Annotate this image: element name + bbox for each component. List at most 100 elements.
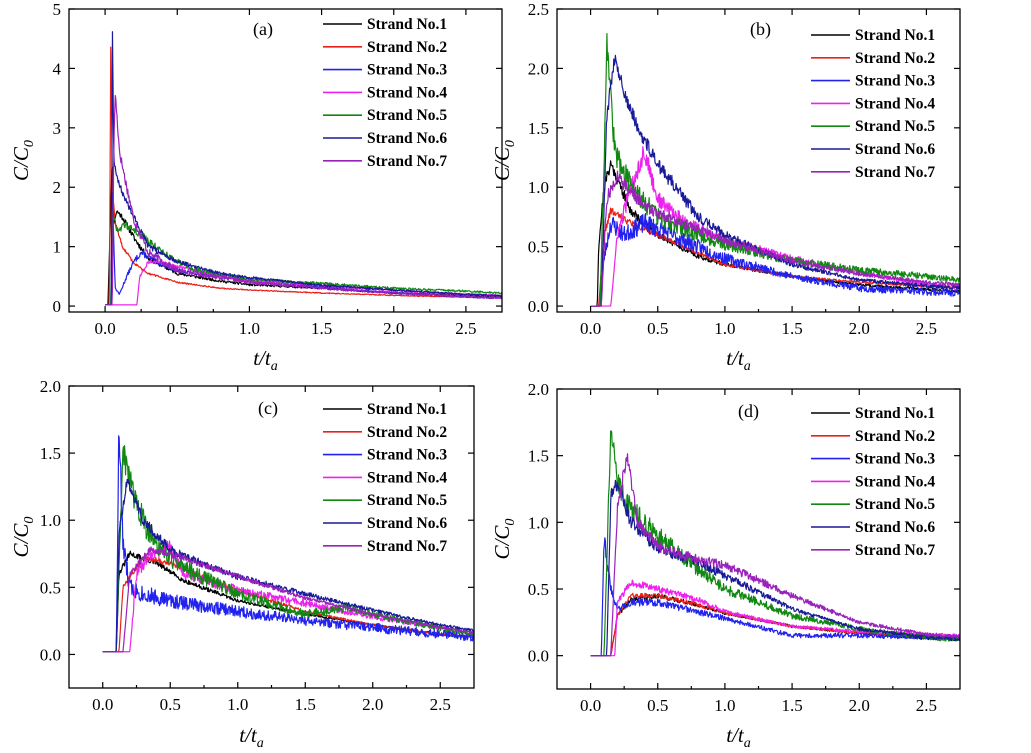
y-axis-title: C/C0 [9, 517, 37, 558]
y-tick-label: 1.0 [528, 513, 549, 532]
legend-label: Strand No.7 [855, 542, 935, 559]
panel-c: 0.0 0.5 1.0 1.5 2.0 2.5 0.0 0.5 1.0 1.5 2.0 C/C0 t/t… [9, 377, 475, 751]
y-tick-label: 3 [53, 119, 62, 138]
legend-label: Strand No.6 [367, 130, 447, 147]
y-axis-title: C/C0 [9, 140, 37, 181]
legend-label: Strand No.4 [367, 84, 447, 101]
legend-label: Strand No.5 [367, 492, 447, 509]
x-axis-title: t/ta [726, 346, 751, 374]
x-tick-label: 1.0 [714, 319, 735, 338]
series-group [105, 31, 502, 306]
x-axis-title: t/ta [253, 346, 278, 374]
y-tick-label: 2.5 [528, 0, 549, 19]
x-axis-title: t/ta [239, 723, 264, 751]
x-tick-label: 1.0 [714, 696, 735, 715]
legend-label: Strand No.2 [367, 424, 447, 441]
legend: Strand No.1 Strand No.2 Strand No.3 Strand … [323, 16, 447, 170]
x-axis-title: t/ta [726, 723, 751, 751]
series-line-4 [590, 579, 960, 657]
legend-label: Strand No.7 [367, 538, 447, 555]
x-tick-label: 0.5 [167, 319, 188, 338]
series-line-7 [590, 170, 960, 307]
legend-label: Strand No.3 [367, 447, 447, 464]
legend-label: Strand No.5 [855, 496, 935, 513]
x-tick-label: 2.5 [455, 319, 476, 338]
y-tick-label: 2 [53, 178, 62, 197]
x-tick-label: 0.5 [160, 695, 181, 714]
y-axis-title: C/C0 [490, 519, 518, 560]
legend-label: Strand No.5 [855, 118, 935, 135]
x-tick-label: 1.0 [239, 319, 260, 338]
y-tick-label: 2.0 [528, 380, 549, 399]
legend-label: Strand No.1 [367, 16, 447, 33]
series-line-3 [102, 435, 474, 653]
series-group [102, 435, 474, 653]
legend-label: Strand No.6 [367, 515, 447, 532]
series-line-3 [590, 212, 960, 307]
legend-label: Strand No.3 [855, 73, 935, 90]
series-line-1 [590, 593, 960, 657]
legend-label: Strand No.3 [855, 451, 935, 468]
x-tick-label: 1.5 [781, 319, 802, 338]
y-tick-label: 1.5 [528, 447, 549, 466]
legend-label: Strand No.1 [855, 27, 935, 44]
legend-label: Strand No.7 [367, 153, 447, 170]
x-tick-label: 2.0 [362, 695, 383, 714]
x-tick-label: 2.5 [916, 319, 937, 338]
panel-a: 0.0 0.5 1.0 1.5 2.0 2.5 0 1 2 3 4 5 C/C0 t/ta (a) Stran… [9, 0, 503, 374]
series-line-6 [105, 31, 502, 306]
series-group [590, 32, 960, 307]
legend-label: Strand No.4 [367, 469, 447, 486]
y-tick-label: 4 [53, 59, 62, 78]
legend-label: Strand No.4 [855, 95, 935, 112]
y-tick-label: 0.0 [528, 647, 549, 666]
panel-b: 0.0 0.5 1.0 1.5 2.0 2.5 0.0 0.5 1.0 1.5 2.0 2.5 C/C0… [490, 0, 961, 374]
legend-label: Strand No.2 [855, 50, 935, 67]
y-tick-label: 0.5 [528, 238, 549, 257]
legend: Strand No.1 Strand No.2 Strand No.3 Strand … [811, 405, 935, 559]
x-tick-label: 0.5 [647, 696, 668, 715]
legend-label: Strand No.3 [367, 62, 447, 79]
series-line-7 [590, 453, 960, 657]
x-tick-label: 1.0 [227, 695, 248, 714]
series-line-2 [105, 46, 502, 306]
legend-label: Strand No.2 [367, 39, 447, 56]
y-tick-label: 0.0 [528, 297, 549, 316]
series-line-7 [105, 94, 502, 306]
series-line-7 [102, 546, 474, 653]
x-tick-label: 0.0 [94, 319, 115, 338]
y-tick-label: 1.0 [40, 511, 61, 530]
legend-label: Strand No.2 [855, 428, 935, 445]
y-tick-label: 1.5 [40, 444, 61, 463]
x-tick-label: 1.5 [295, 695, 316, 714]
panel-label: (a) [253, 19, 273, 40]
legend: Strand No.1 Strand No.2 Strand No.3 Strand … [323, 401, 447, 555]
legend: Strand No.1 Strand No.2 Strand No.3 Strand … [811, 27, 935, 181]
panel-label: (c) [258, 398, 278, 419]
y-tick-label: 0.5 [40, 578, 61, 597]
y-tick-label: 5 [53, 0, 62, 19]
y-tick-label: 2.0 [40, 377, 61, 396]
y-axis-title: C/C0 [490, 140, 518, 181]
x-tick-label: 0.0 [580, 696, 601, 715]
series-line-2 [102, 555, 474, 653]
x-tick-label: 2.5 [430, 695, 451, 714]
x-tick-label: 0.5 [647, 319, 668, 338]
y-tick-label: 0.0 [40, 645, 61, 664]
y-tick-label: 0.5 [528, 580, 549, 599]
series-line-5 [105, 210, 502, 306]
series-line-3 [590, 537, 960, 657]
y-tick-label: 2.0 [528, 59, 549, 78]
x-tick-label: 2.0 [849, 696, 870, 715]
panel-d: 0.0 0.5 1.0 1.5 2.0 2.5 0.0 0.5 1.0 1.5 2.0 C/C0 t/t… [490, 380, 961, 751]
x-tick-label: 2.0 [383, 319, 404, 338]
x-tick-label: 0.0 [92, 695, 113, 714]
series-line-6 [590, 54, 960, 307]
legend-label: Strand No.5 [367, 107, 447, 124]
x-tick-label: 0.0 [580, 319, 601, 338]
x-tick-label: 2.0 [849, 319, 870, 338]
panel-label: (d) [738, 401, 759, 422]
x-tick-label: 2.5 [916, 696, 937, 715]
legend-label: Strand No.7 [855, 164, 935, 181]
